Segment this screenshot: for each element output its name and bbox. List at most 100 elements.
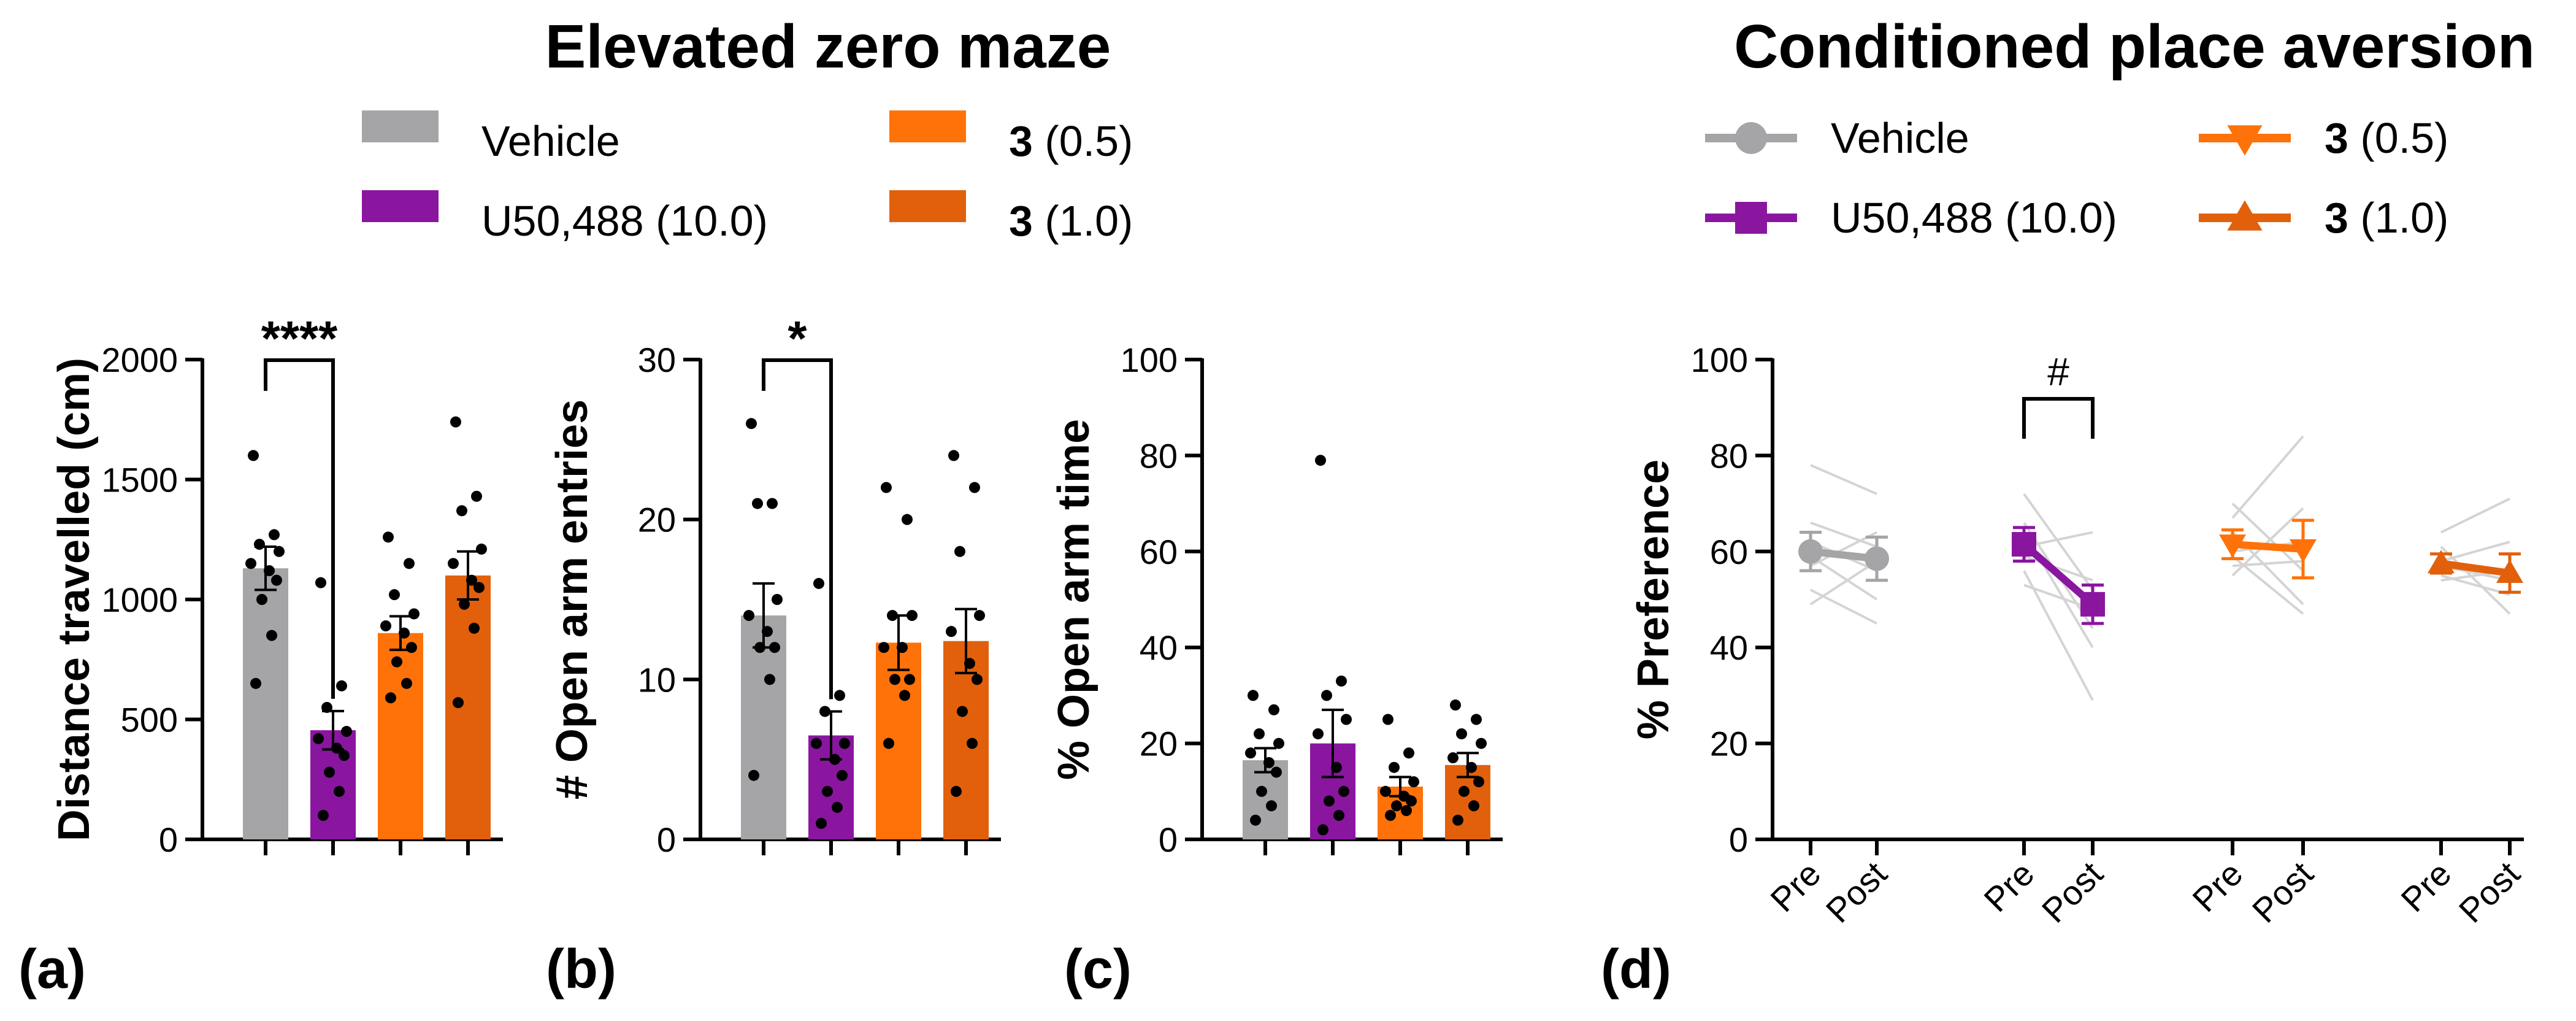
significance-bracket-0 xyxy=(2022,397,2095,439)
mean-marker-post-0 xyxy=(1865,546,1889,571)
data-point xyxy=(902,514,913,525)
mean-marker-pre-3 xyxy=(2428,550,2455,574)
data-point xyxy=(1389,761,1400,773)
data-point xyxy=(404,558,415,569)
data-point xyxy=(250,677,261,689)
data-point xyxy=(1341,714,1352,725)
data-point xyxy=(380,620,391,632)
data-point xyxy=(1256,785,1267,797)
data-point xyxy=(1273,738,1284,749)
data-point xyxy=(266,630,277,641)
data-point xyxy=(1380,785,1391,797)
data-point xyxy=(889,674,900,685)
significance-bracket-0 xyxy=(264,358,335,699)
data-point xyxy=(767,498,778,509)
y-tick-label-3: 1500 xyxy=(101,461,178,499)
data-point xyxy=(762,626,773,638)
data-point xyxy=(471,490,482,502)
data-point xyxy=(1250,814,1261,826)
data-point xyxy=(1476,738,1487,749)
data-point xyxy=(383,531,394,543)
data-point xyxy=(897,642,908,653)
data-point xyxy=(339,750,350,761)
data-point xyxy=(406,642,417,653)
data-point xyxy=(948,450,959,461)
mean-marker-post-2 xyxy=(2290,539,2317,563)
data-point xyxy=(1473,776,1484,788)
y-tick-label-1: 20 xyxy=(1140,725,1178,763)
legend-line-label-0: Vehicle xyxy=(1831,114,1969,162)
data-point xyxy=(1459,785,1470,797)
data-point xyxy=(1271,766,1282,778)
data-point xyxy=(245,558,256,569)
x-tick-label: Post xyxy=(2245,854,2321,930)
x-tick-label: Pre xyxy=(1763,854,1828,919)
legend-line-label-1: U50,488 (10.0) xyxy=(1831,194,2117,242)
data-point xyxy=(1321,690,1332,701)
legend-label-2-bold: 3 xyxy=(1009,117,1033,165)
x-tick-label: Pre xyxy=(1976,854,2041,919)
data-point xyxy=(754,642,765,653)
x-tick-label: Post xyxy=(1819,854,1895,930)
data-point xyxy=(816,817,827,829)
x-tick-label: Post xyxy=(2451,854,2528,930)
data-point xyxy=(269,529,280,541)
individual-line xyxy=(2231,503,2304,572)
data-point xyxy=(341,726,352,738)
data-point xyxy=(769,642,780,653)
y-tick-label-5: 100 xyxy=(1691,341,1748,379)
legend-marker-1 xyxy=(1735,202,1767,234)
legend-swatch-1 xyxy=(362,190,439,222)
data-point xyxy=(254,539,265,550)
legend-swatch-3 xyxy=(889,190,966,222)
mean-marker-pre-0 xyxy=(1798,539,1823,564)
data-point xyxy=(1382,714,1393,725)
significance-bracket-0 xyxy=(762,358,833,699)
individual-line xyxy=(2232,560,2304,568)
data-point xyxy=(1266,800,1277,812)
legend-marker-0 xyxy=(1735,122,1767,154)
data-point xyxy=(878,642,889,653)
panel-label: (c) xyxy=(1064,939,1132,1000)
legend-line-label-3-rest: (1.0) xyxy=(2348,194,2448,242)
mean-marker-pre-2 xyxy=(2219,534,2246,558)
data-point xyxy=(1468,800,1479,812)
left-title: Elevated zero maze xyxy=(545,12,1111,81)
individual-line xyxy=(1809,560,1878,606)
mean-marker-post-1 xyxy=(2080,591,2105,617)
bar-2 xyxy=(378,633,423,839)
mean-marker-post-3 xyxy=(2496,559,2523,583)
data-point xyxy=(819,706,830,717)
data-point xyxy=(1403,747,1414,759)
data-point xyxy=(448,558,459,569)
data-point xyxy=(887,610,898,622)
legend-label-0: Vehicle xyxy=(481,117,620,165)
data-point xyxy=(1248,690,1259,701)
data-point xyxy=(957,706,968,717)
data-point xyxy=(389,589,400,601)
data-point xyxy=(1385,809,1396,821)
x-tick-label: Pre xyxy=(2393,854,2458,919)
individual-line xyxy=(2440,497,2510,534)
x-tick-label: Pre xyxy=(2185,854,2250,919)
mean-line-3 xyxy=(2440,560,2510,577)
data-point xyxy=(837,769,848,781)
data-point xyxy=(336,680,347,692)
data-point xyxy=(972,674,983,685)
bar-0 xyxy=(741,615,786,839)
data-point xyxy=(832,801,843,813)
data-point xyxy=(324,766,335,778)
data-point xyxy=(748,769,759,781)
individual-line xyxy=(1810,588,1877,625)
data-point xyxy=(1333,809,1344,821)
legend-label-1: U50,488 (10.0) xyxy=(481,197,768,245)
data-point xyxy=(391,656,402,668)
data-point xyxy=(829,753,840,765)
legend-marker-3 xyxy=(2227,200,2263,231)
legend-line-label-3: 3 (1.0) xyxy=(2325,194,2448,242)
data-point xyxy=(1471,714,1482,725)
y-tick-label-2: 1000 xyxy=(101,580,178,619)
data-point xyxy=(1391,800,1402,812)
